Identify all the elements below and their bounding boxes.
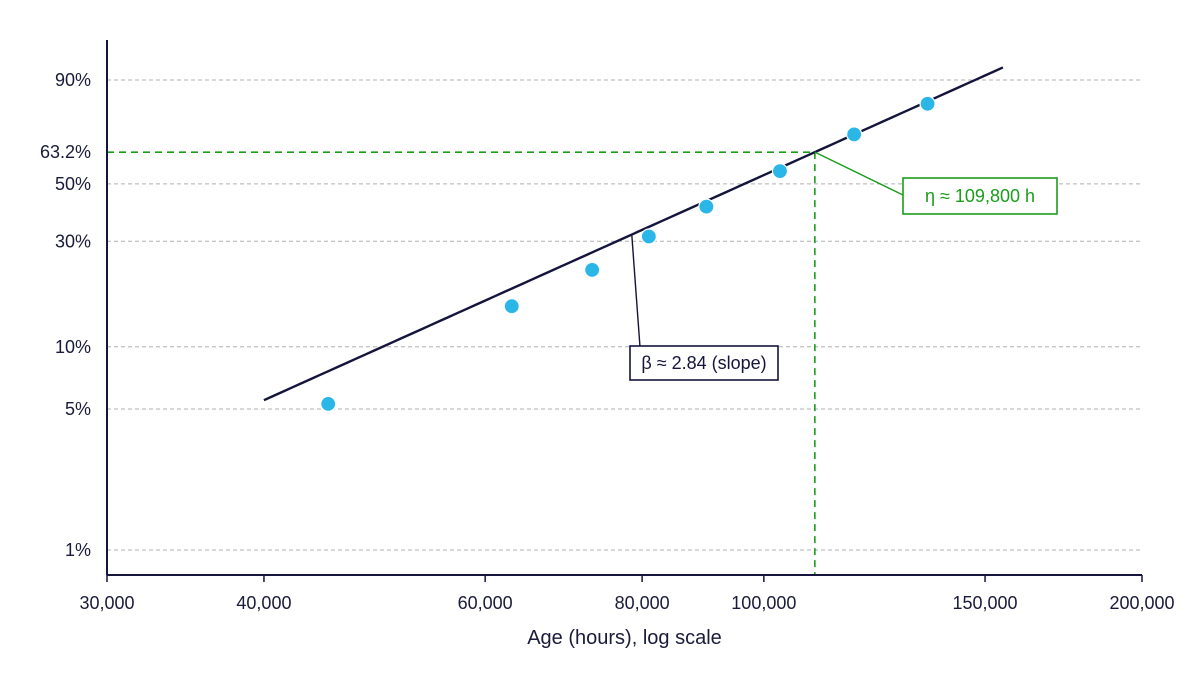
eta-label-box: [902, 177, 1058, 215]
x-tick-label: 40,000: [236, 593, 291, 613]
eta-label: η ≈ 109,800 h: [925, 186, 1035, 206]
y-tick-label: 10%: [55, 337, 91, 357]
x-tick-label: 30,000: [79, 593, 134, 613]
beta-label-box: [629, 345, 779, 381]
y-tick-label: 63.2%: [40, 142, 91, 162]
x-axis-title: Age (hours), log scale: [527, 627, 722, 649]
data-point: [698, 198, 715, 215]
beta-leader-line: [631, 234, 641, 348]
axes: 1% 5% 10% 30% 50% 63.2% 90% 30,000 40,000 60,000 8…: [40, 40, 1175, 613]
beta-label: β ≈ 2.84 (slope): [641, 353, 766, 373]
eta-reference-lines: [107, 151, 816, 575]
y-tick-label: 50%: [55, 174, 91, 194]
x-tick-label: 200,000: [1109, 593, 1174, 613]
y-tick-label: 30%: [55, 231, 91, 251]
data-points: [320, 95, 936, 412]
data-point: [846, 126, 863, 143]
x-tick-label: 80,000: [615, 593, 670, 613]
y-tick-label: 1%: [65, 540, 91, 560]
fit-line-group: [263, 66, 1004, 402]
data-point: [919, 95, 936, 112]
grid-lines: [107, 79, 1142, 551]
data-point: [584, 261, 601, 279]
data-point: [640, 228, 657, 245]
data-point: [771, 163, 789, 180]
x-tick-label: 150,000: [953, 593, 1018, 613]
x-tick-label: 100,000: [731, 593, 796, 613]
annotations: β ≈ 2.84 (slope) η ≈ 109,800 h: [629, 151, 1058, 381]
data-point: [503, 298, 520, 315]
x-tick-label: 60,000: [458, 593, 513, 613]
data-point: [320, 395, 337, 412]
y-tick-label: 5%: [65, 399, 91, 419]
eta-leader-line: [814, 151, 904, 196]
y-tick-label: 90%: [55, 70, 91, 90]
weibull-fit-line: [263, 66, 1004, 402]
